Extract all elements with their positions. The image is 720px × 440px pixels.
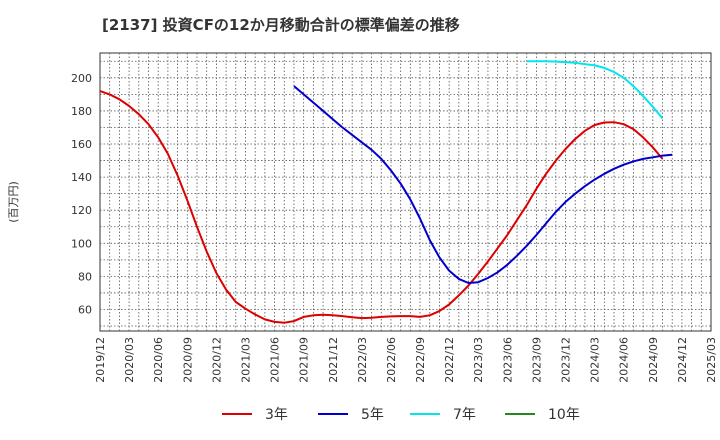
series-line-0 [99,90,664,324]
legend-label: 3年 [265,407,288,423]
y-tick-label: 100 [71,237,92,250]
x-tick-label: 2024/03 [589,337,602,383]
x-tick-labels: 2019/12 2020/03 2020/06 2020/09 2020/12 2021/… [94,337,718,383]
x-tick-label: 2024/09 [647,337,660,383]
x-tick-label: 2025/03 [705,337,718,383]
x-tick-label: 2021/09 [298,337,311,383]
x-tick-label: 2020/06 [152,337,165,383]
x-tick-label: 2023/06 [501,337,514,383]
x-tick-label: 2022/06 [385,337,398,383]
x-tick-label: 2023/03 [472,337,485,383]
y-axis-label: (百万円) [7,181,20,223]
series-line-1 [293,85,673,284]
x-tick-label: 2020/09 [181,337,194,383]
y-tick-label: 140 [71,171,92,184]
y-tick-labels: 60 80 100 120 140 160 180 200 [71,72,92,317]
x-tick-label: 2022/09 [414,337,427,383]
y-tick-label: 80 [78,270,92,283]
x-tick-label: 2022/12 [443,337,456,383]
legend-label: 7年 [453,407,476,423]
y-tick-label: 120 [71,204,92,217]
x-tick-label: 2023/12 [560,337,573,383]
x-tick-label: 2021/06 [269,337,282,383]
y-tick-label: 200 [71,72,92,85]
x-tick-label: 2022/03 [356,337,369,383]
legend-label: 5年 [361,407,384,423]
x-tick-label: 2023/09 [530,337,543,383]
x-tick-label: 2024/06 [618,337,631,383]
legend: 3年 5年 7年 10年 [222,407,580,423]
x-tick-label: 2021/03 [239,337,252,383]
y-tick-label: 160 [71,138,92,151]
y-tick-label: 180 [71,105,92,118]
series-line-2 [526,60,664,120]
x-tick-label: 2021/12 [327,337,340,383]
series-group [99,60,673,324]
legend-label: 10年 [548,407,580,423]
y-tick-label: 60 [78,303,92,316]
x-tick-label: 2024/12 [676,337,689,383]
x-tick-label: 2020/12 [210,337,223,383]
x-tick-label: 2020/03 [123,337,136,383]
chart-title: [2137] 投資CFの12か月移動合計の標準偏差の推移 [102,16,460,34]
x-tick-label: 2019/12 [94,337,107,383]
